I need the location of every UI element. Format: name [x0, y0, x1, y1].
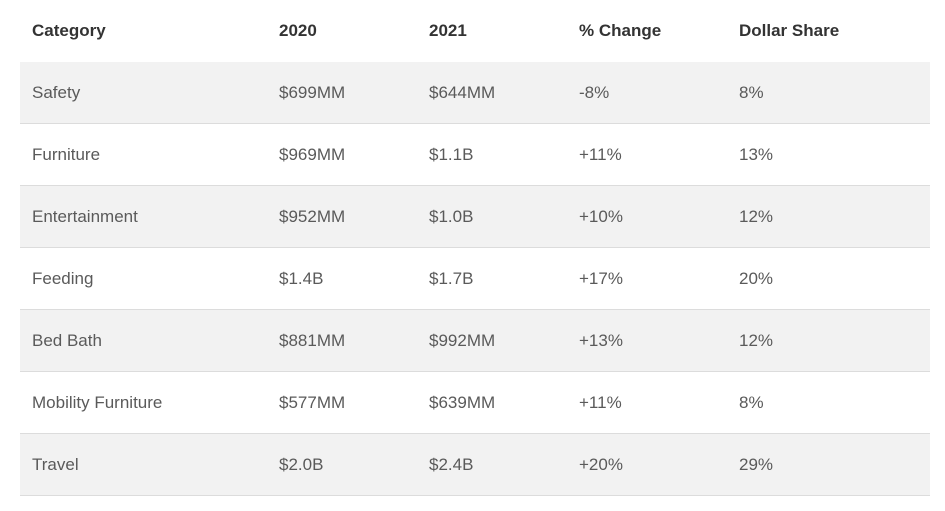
value-2020-cell: $881MM — [279, 330, 346, 350]
value-2021-cell: $644MM — [429, 82, 496, 102]
category-cell: Furniture — [32, 144, 101, 164]
percent-change-cell: +13% — [579, 330, 623, 350]
column-header-dollar-share: Dollar Share — [739, 21, 840, 40]
value-2020-cell: $2.0B — [279, 454, 324, 474]
category-cell: Feeding — [32, 268, 94, 288]
dollar-share-cell: 8% — [739, 392, 764, 412]
percent-change-cell: +11% — [579, 392, 622, 412]
category-cell: Entertainment — [32, 206, 138, 226]
table-row: Furniture $969MM $1.1B +11% 13% — [20, 124, 930, 186]
percent-change-cell: +20% — [579, 454, 623, 474]
category-cell: Mobility Furniture — [32, 392, 163, 412]
dollar-share-cell: 13% — [739, 144, 774, 164]
percent-change-cell: -8% — [579, 82, 610, 102]
value-2021-cell: $1.7B — [429, 268, 474, 288]
table-body: Safety $699MM $644MM -8% 8% Furniture $969MM $1… — [20, 62, 930, 496]
percent-change-cell: +10% — [579, 206, 623, 226]
value-2021-cell: $992MM — [429, 330, 496, 350]
value-2021-cell: $1.1B — [429, 144, 474, 164]
table-header-row: Category 2020 2021 % Change Dollar Share — [20, 0, 930, 62]
table-row: Mobility Furniture $577MM $639MM +11% 8% — [20, 372, 930, 434]
value-2020-cell: $969MM — [279, 144, 346, 164]
table-row: Travel $2.0B $2.4B +20% 29% — [20, 434, 930, 496]
dollar-share-cell: 29% — [739, 454, 774, 474]
percent-change-cell: +11% — [579, 144, 622, 164]
value-2020-cell: $1.4B — [279, 268, 324, 288]
column-header-category: Category — [32, 21, 106, 40]
table-row: Safety $699MM $644MM -8% 8% — [20, 62, 930, 124]
table-row: Bed Bath $881MM $992MM +13% 12% — [20, 310, 930, 372]
column-header-2021: 2021 — [429, 21, 467, 40]
category-cell: Bed Bath — [32, 330, 102, 350]
dollar-share-cell: 20% — [739, 268, 774, 288]
dollar-share-cell: 12% — [739, 330, 774, 350]
value-2021-cell: $1.0B — [429, 206, 474, 226]
data-table: Category 2020 2021 % Change Dollar Share… — [20, 0, 930, 496]
category-cell: Safety — [32, 82, 81, 102]
percent-change-cell: +17% — [579, 268, 623, 288]
value-2021-cell: $2.4B — [429, 454, 474, 474]
dollar-share-cell: 12% — [739, 206, 774, 226]
value-2020-cell: $699MM — [279, 82, 346, 102]
value-2021-cell: $639MM — [429, 392, 496, 412]
column-header-percent-change: % Change — [579, 21, 662, 40]
column-header-2020: 2020 — [279, 21, 317, 40]
category-cell: Travel — [32, 454, 79, 474]
value-2020-cell: $577MM — [279, 392, 346, 412]
table-row: Feeding $1.4B $1.7B +17% 20% — [20, 248, 930, 310]
dollar-share-cell: 8% — [739, 82, 764, 102]
value-2020-cell: $952MM — [279, 206, 346, 226]
table-row: Entertainment $952MM $1.0B +10% 12% — [20, 186, 930, 248]
